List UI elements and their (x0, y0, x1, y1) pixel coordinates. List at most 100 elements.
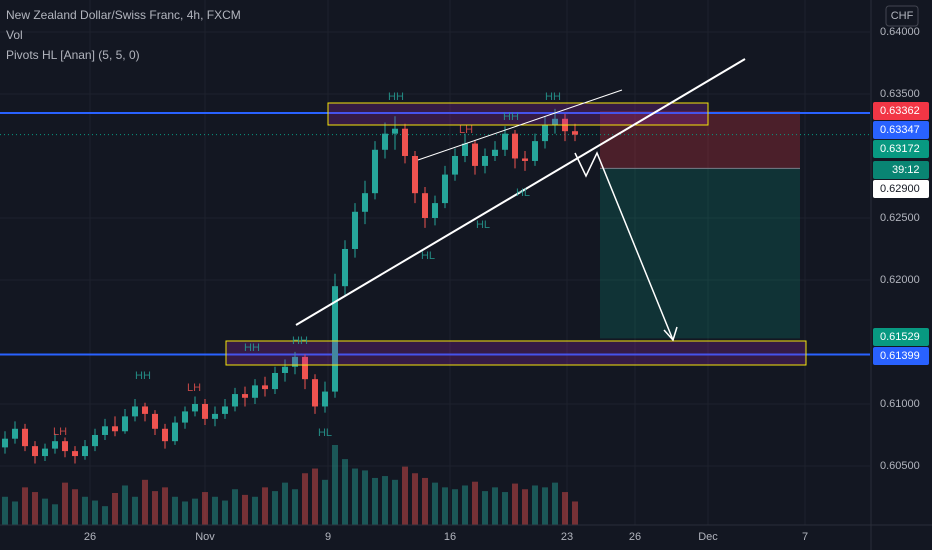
y-tick-label: 0.61000 (880, 398, 920, 410)
candle-body (22, 428, 28, 447)
volume-bar (42, 498, 48, 525)
candle-body (162, 428, 168, 442)
candle-body (212, 413, 218, 419)
candle-body (472, 143, 478, 166)
price-label-box (873, 328, 929, 346)
volume-bar (142, 479, 148, 525)
price-label: 0.63347 (880, 124, 920, 136)
price-label: 0.61399 (880, 350, 920, 362)
candle-body (132, 406, 138, 417)
volume-bar (132, 496, 138, 525)
volume-bar (532, 485, 538, 525)
volume-bar (352, 468, 358, 525)
x-tick-label: 26 (84, 531, 96, 543)
volume-bar (522, 489, 528, 525)
candle-body (72, 451, 78, 457)
candle-body (572, 131, 578, 135)
candle-body (52, 441, 58, 449)
volume-bar (192, 498, 198, 525)
y-tick-label: 0.64000 (880, 26, 920, 38)
volume-bar (452, 489, 458, 525)
countdown: 39:12 (892, 164, 920, 176)
candle-body (432, 203, 438, 218)
x-tick-label: Nov (195, 531, 215, 543)
pivot-label: HL (476, 219, 490, 231)
volume-bar (392, 479, 398, 525)
price-label-box (873, 347, 929, 365)
price-label-box (873, 180, 929, 198)
x-tick-label: 16 (444, 531, 456, 543)
volume-bar (332, 445, 338, 525)
volume-bar (62, 482, 68, 525)
volume-bar (482, 491, 488, 525)
price-label-box (873, 102, 929, 120)
trend-line (417, 89, 623, 161)
candle-body (112, 426, 118, 432)
candle-body (232, 394, 238, 407)
candle-body (92, 434, 98, 447)
candle-body (292, 356, 298, 367)
candle-body (242, 394, 248, 398)
candle-body (372, 149, 378, 194)
price-label: 0.63362 (880, 105, 920, 117)
volume-bar (272, 491, 278, 525)
candle-body (252, 385, 258, 398)
pivot-label: HH (503, 111, 519, 123)
candle-body (522, 158, 528, 161)
candle-body (492, 149, 498, 156)
candle-body (182, 411, 188, 423)
volume-bar (362, 470, 368, 525)
price-label: 0.61529 (880, 331, 920, 343)
volume-bar (242, 494, 248, 525)
y-tick-label: 0.62500 (880, 212, 920, 224)
trend-line (295, 58, 746, 326)
candle-body (342, 248, 348, 287)
x-tick-label: 26 (629, 531, 641, 543)
volume-bar (32, 492, 38, 525)
volume-bar (512, 483, 518, 525)
currency-box[interactable] (885, 5, 919, 27)
candle-body (12, 428, 18, 439)
volume-bar (252, 496, 258, 525)
volume-bar (442, 487, 448, 525)
pivot-label: HH (135, 370, 151, 382)
candle-body (262, 385, 268, 390)
volume-bar (152, 491, 158, 525)
volume-bar (542, 487, 548, 525)
price-label: 0.63172 (880, 143, 920, 155)
volume-bar (422, 477, 428, 525)
candle-body (272, 372, 278, 390)
pivot-label: HH (292, 335, 308, 347)
x-tick-label: 9 (325, 531, 331, 543)
candle-body (452, 155, 458, 175)
price-label-box (873, 121, 929, 139)
x-tick-label: 23 (561, 531, 573, 543)
volume-bar (92, 500, 98, 525)
y-tick-label: 0.60500 (880, 460, 920, 472)
candle-body (412, 155, 418, 194)
support-box (225, 340, 807, 366)
volume-bar (2, 496, 8, 525)
price-label: 0.62900 (880, 183, 920, 195)
candle-body (172, 422, 178, 442)
pivot-label: HL (516, 187, 530, 199)
candle-body (102, 426, 108, 435)
candle-body (42, 448, 48, 457)
candle-body (82, 446, 88, 457)
volume-bar (282, 482, 288, 525)
candle-body (32, 446, 38, 457)
volume-bar (82, 496, 88, 525)
pivot-label: HH (388, 91, 404, 103)
candle-body (152, 413, 158, 429)
candle-body (282, 366, 288, 373)
volume-bar (212, 496, 218, 525)
volume-bar (432, 482, 438, 525)
volume-bar (502, 492, 508, 525)
pivot-label: LH (187, 382, 201, 394)
candle-body (512, 133, 518, 159)
candle-body (302, 356, 308, 380)
candle-body (422, 193, 428, 218)
volume-bar (312, 468, 318, 525)
currency[interactable]: CHF (891, 10, 914, 22)
